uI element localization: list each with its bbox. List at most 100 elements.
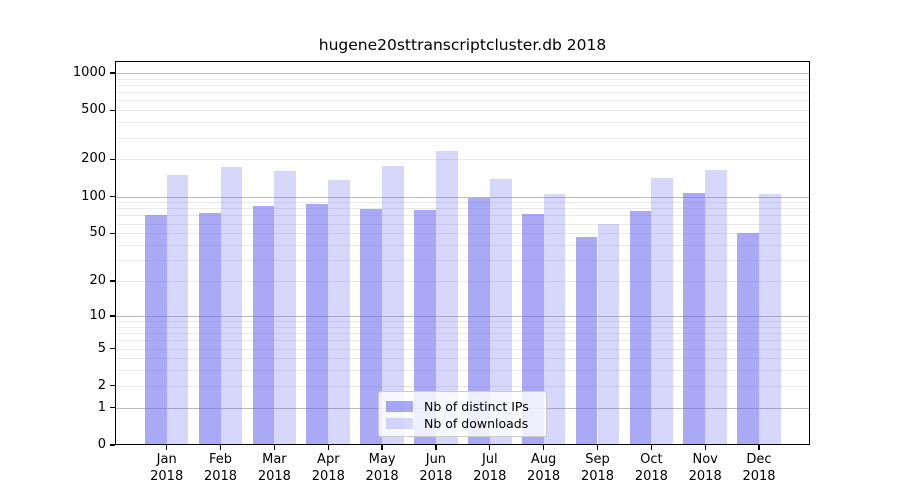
y-tick-label: 100: [81, 188, 106, 204]
x-tick-label: Jul 2018: [458, 451, 522, 485]
gridline-minor: [115, 321, 810, 322]
bar-nb-distinct-ips: [629, 211, 652, 445]
gridline-minor: [115, 385, 810, 387]
x-tick-mark: [381, 445, 383, 450]
bar-nb-distinct-ips: [575, 236, 598, 445]
x-tick-label: Oct 2018: [619, 451, 683, 485]
x-tick-mark: [327, 445, 329, 450]
y-tick-mark: [110, 72, 115, 74]
x-tick-mark: [542, 445, 545, 450]
y-tick-mark: [110, 109, 115, 111]
x-tick-month: Mar: [262, 452, 287, 467]
x-tick-month: Oct: [640, 452, 663, 467]
gridline-minor: [115, 159, 810, 161]
x-tick-month: Nov: [692, 452, 718, 467]
gridline-minor: [115, 223, 810, 225]
bar-nb-downloads: [651, 178, 674, 445]
x-tick-label: Aug 2018: [512, 451, 576, 485]
bar-nb-downloads: [705, 170, 727, 445]
gridline-minor: [115, 137, 810, 139]
x-tick-label: Sep 2018: [566, 451, 630, 485]
x-tick-month: Aug: [530, 452, 557, 467]
gridline-minor: [115, 326, 810, 328]
x-tick-year: 2018: [634, 469, 668, 484]
bar-nb-distinct-ips: [306, 203, 329, 445]
x-tick-mark: [596, 445, 599, 450]
y-tick-label: 10: [89, 307, 106, 323]
x-tick-month: Feb: [208, 452, 233, 467]
y-tick-label: 5: [97, 340, 106, 356]
plot-area: [115, 61, 810, 445]
x-tick-year: 2018: [311, 469, 345, 484]
x-tick-mark: [489, 445, 491, 450]
x-tick-year: 2018: [473, 469, 507, 484]
bar-nb-downloads: [597, 223, 620, 445]
y-tick-mark: [110, 315, 115, 317]
bar-nb-downloads: [382, 165, 404, 445]
y-tick-label: 1000: [72, 64, 106, 80]
x-tick-mark: [435, 445, 437, 450]
x-tick-year: 2018: [257, 469, 291, 484]
gridline-minor: [115, 340, 810, 342]
x-tick-label: Mar 2018: [242, 451, 306, 485]
gridline-minor: [115, 78, 810, 80]
x-tick-year: 2018: [419, 469, 453, 484]
y-tick-label: 200: [81, 151, 106, 167]
x-tick-year: 2018: [580, 469, 615, 484]
y-tick-label: 2: [97, 377, 106, 393]
bar-nb-downloads: [166, 174, 189, 445]
bar-nb-distinct-ips: [468, 197, 490, 445]
y-tick-mark: [110, 385, 115, 387]
x-tick-mark: [166, 445, 168, 450]
x-tick-label: Jun 2018: [404, 451, 468, 485]
y-tick-label: 0: [97, 437, 106, 452]
gridline-minor: [115, 208, 810, 210]
gridline-major: [115, 196, 810, 198]
gridline-minor: [115, 348, 810, 350]
gridline-minor: [115, 233, 810, 235]
bar-nb-downloads: [274, 170, 297, 445]
x-tick-month: May: [368, 452, 396, 467]
gridline-major: [115, 315, 810, 317]
bar-nb-distinct-ips: [414, 210, 436, 445]
x-tick-year: 2018: [527, 469, 561, 484]
x-tick-label: Apr 2018: [296, 451, 360, 485]
bar-nb-distinct-ips: [737, 233, 760, 445]
x-tick-year: 2018: [688, 469, 722, 484]
bar-nb-downloads: [543, 194, 566, 445]
gridline-minor: [115, 260, 810, 262]
x-tick-label: Nov 2018: [673, 451, 737, 485]
legend-label-distinct-ips: Nb of distinct IPs: [424, 398, 529, 414]
gridline-minor: [115, 110, 810, 112]
x-tick-label: Jan 2018: [135, 451, 199, 485]
gridline-minor: [115, 215, 810, 217]
x-tick-mark: [758, 445, 760, 450]
legend: Nb of distinct IPs Nb of downloads: [378, 391, 547, 437]
gridline-minor: [115, 100, 810, 102]
gridline-minor: [115, 281, 810, 282]
bar-nb-distinct-ips: [198, 213, 221, 445]
bar-nb-distinct-ips: [144, 215, 167, 445]
y-tick-mark: [110, 280, 115, 282]
gridline-minor: [115, 370, 810, 372]
x-tick-mark: [650, 445, 652, 450]
y-tick-label: 50: [89, 225, 106, 241]
bar-nb-distinct-ips: [252, 205, 275, 445]
bar-nb-downloads: [435, 151, 458, 445]
x-tick-month: Sep: [585, 452, 610, 467]
gridline-minor: [115, 92, 810, 94]
bar-nb-downloads: [759, 194, 781, 445]
gridline-minor: [115, 202, 810, 204]
y-tick-mark: [110, 158, 115, 161]
x-tick-month: Jan: [156, 452, 177, 467]
x-tick-year: 2018: [150, 469, 184, 484]
x-tick-month: Jun: [425, 452, 447, 467]
y-tick-mark: [110, 195, 115, 198]
y-tick-mark: [110, 347, 115, 350]
legend-swatch-distinct-ips: [386, 400, 413, 412]
gridline-minor: [115, 358, 810, 360]
bar-nb-distinct-ips: [521, 213, 544, 445]
x-tick-mark: [273, 445, 276, 450]
y-tick-label: 500: [81, 102, 106, 118]
